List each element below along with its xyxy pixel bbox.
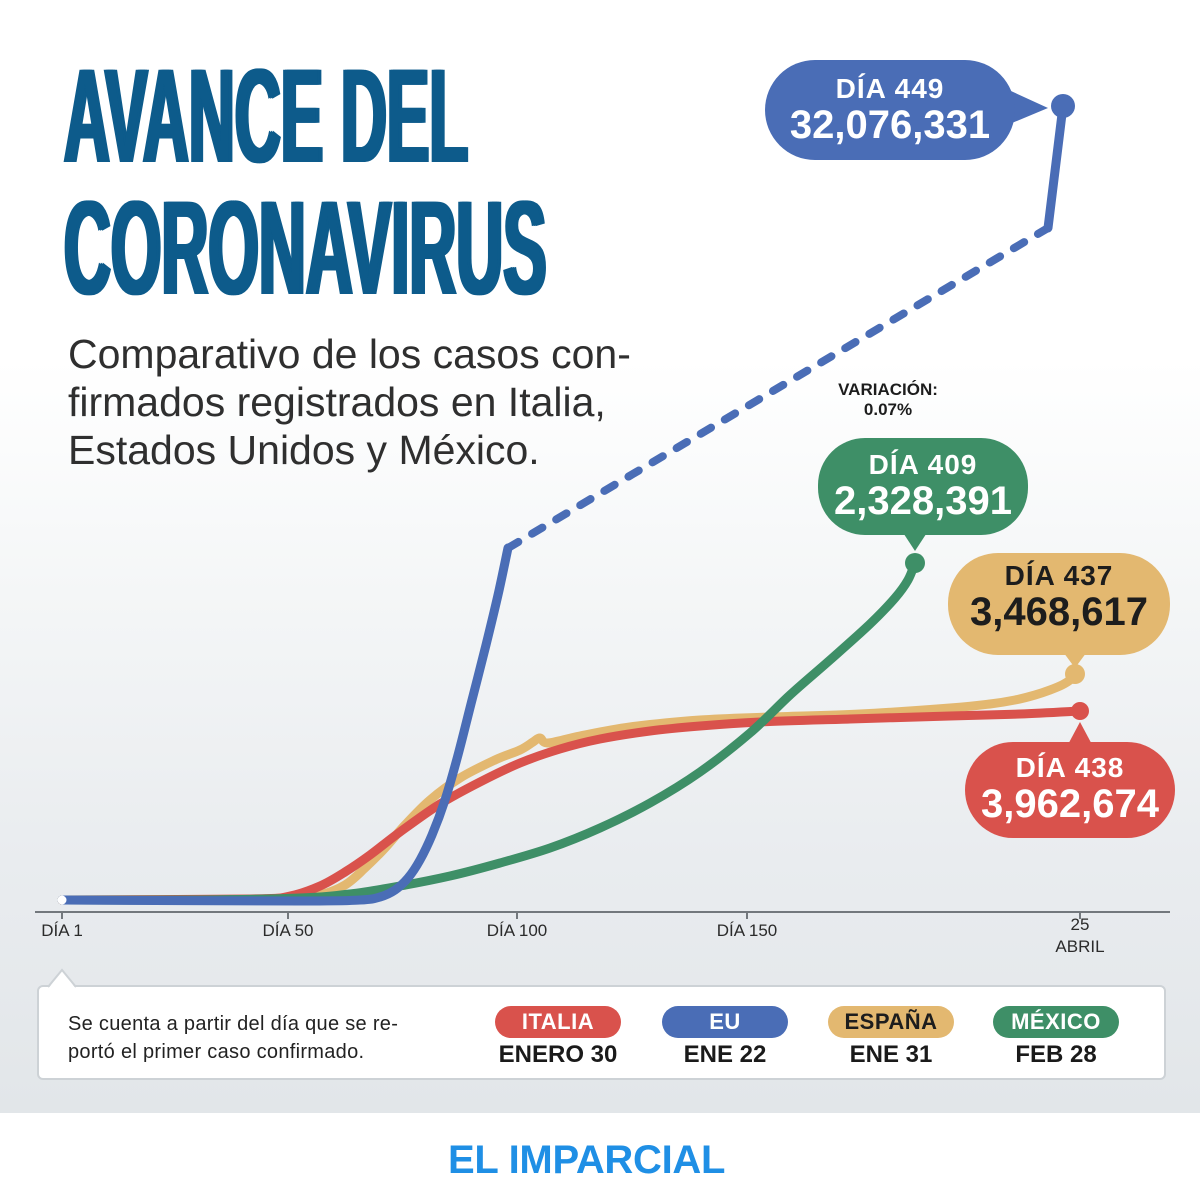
x-tick-label: DÍA 1: [41, 921, 83, 940]
callout-mexico: DÍA 409 2,328,391: [818, 438, 1028, 535]
day-number: 449: [894, 73, 945, 104]
callout-eu: DÍA 449 32,076,331: [765, 60, 1015, 160]
day-number: 438: [1074, 752, 1125, 783]
legend: Se cuenta a partir del día que se re- po…: [37, 985, 1166, 1080]
callout-day-label: DÍA 409: [818, 450, 1028, 480]
callout-value: 3,468,617: [970, 590, 1148, 634]
x-axis-ticks: [61, 912, 1081, 919]
callout-value: 2,328,391: [834, 479, 1012, 523]
series-line-eu-final: [1043, 101, 1068, 233]
page-subtitle: Comparativo de los casos con- firmados r…: [68, 331, 631, 473]
series-line-espana: [57, 669, 1080, 905]
callout-day-label: DÍA 449: [765, 74, 1015, 104]
day-prefix: DÍA: [1015, 752, 1066, 783]
legend-start-date: ENE 31: [849, 1041, 933, 1068]
callout-espana: DÍA 437 3,468,617: [948, 553, 1170, 655]
series-lines: [57, 101, 1085, 906]
start-point: [57, 895, 67, 905]
series-line-italia: [57, 706, 1085, 905]
x-tick-label: DÍA 150: [716, 921, 778, 940]
x-tick-label: 25 ABRIL: [1055, 915, 1105, 956]
callout-value: 32,076,331: [789, 103, 991, 147]
callout-day-label: DÍA 438: [965, 753, 1175, 783]
callout-value: 3,962,674: [981, 782, 1159, 826]
endpoint-espana: [1065, 664, 1085, 684]
series-line-mexico: [57, 558, 920, 905]
legend-item-italia: ITALIA ENERO 30: [495, 1006, 621, 1068]
legend-pill: MÉXICO: [993, 1006, 1119, 1038]
endpoint-eu: [1051, 94, 1075, 118]
legend-start-date: ENERO 30: [498, 1041, 618, 1068]
page-title-line-1: AVANCE DEL: [62, 42, 467, 191]
callout-day-label: DÍA 437: [948, 561, 1170, 591]
legend-pill: ESPAÑA: [828, 1006, 954, 1038]
series-endpoints: [57, 94, 1089, 905]
x-tick-label: DÍA 50: [262, 921, 314, 940]
legend-item-espana: ESPAÑA ENE 31: [828, 1006, 954, 1068]
day-number: 409: [927, 449, 978, 480]
series-line-eu: [57, 543, 513, 906]
legend-note: Se cuenta a partir del día que se re- po…: [68, 1013, 399, 1063]
callout-italia: DÍA 438 3,962,674: [965, 742, 1175, 838]
legend-pointer: [48, 968, 77, 989]
x-tick-label: DÍA 100: [486, 921, 548, 940]
day-prefix: DÍA: [835, 73, 886, 104]
legend-pill: EU: [662, 1006, 788, 1038]
day-number: 437: [1063, 560, 1114, 591]
legend-start-date: ENE 22: [683, 1041, 767, 1068]
day-prefix: DÍA: [868, 449, 919, 480]
legend-start-date: FEB 28: [1015, 1041, 1097, 1068]
legend-pill: ITALIA: [495, 1006, 621, 1038]
legend-item-eu: EU ENE 22: [662, 1006, 788, 1068]
series-line-eu-dashed: [504, 224, 1052, 552]
day-prefix: DÍA: [1004, 560, 1055, 591]
page-title-line-2: CORONAVIRUS: [62, 174, 545, 323]
endpoint-mexico: [905, 553, 925, 573]
endpoint-italia: [1071, 702, 1089, 720]
legend-item-mexico: MÉXICO FEB 28: [993, 1006, 1119, 1068]
variation-annotation: VARIACIÓN: 0.07%: [838, 380, 938, 419]
brand-logo: EL IMPARCIAL: [448, 1138, 726, 1182]
